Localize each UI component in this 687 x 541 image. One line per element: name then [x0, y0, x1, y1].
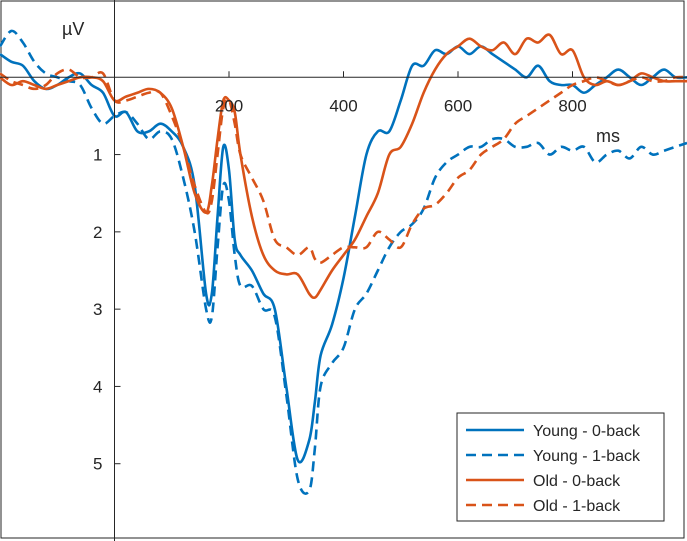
legend-label-0: Young - 0-back [533, 423, 641, 440]
series-line-1 [0, 29, 687, 495]
ticks-layer: 200 400 600 800 1 2 3 4 5 [93, 71, 587, 474]
y-axis-unit-label: µV [62, 19, 84, 39]
y-tick-label: 4 [93, 377, 102, 396]
legend-label-3: Old - 1-back [533, 498, 621, 515]
series-line-2 [0, 33, 687, 300]
legend-items: Young - 0-back Young - 1-back Old - 0-back… [466, 423, 641, 515]
legend-label-2: Old - 0-back [533, 473, 621, 490]
legend: Young - 0-back Young - 1-back Old - 0-back… [456, 412, 665, 522]
x-tick-label: 600 [444, 96, 472, 115]
x-tick-label: 800 [558, 96, 586, 115]
y-tick-label: 3 [93, 300, 102, 319]
series-layer [0, 29, 687, 495]
legend-label-1: Young - 1-back [533, 448, 641, 465]
y-tick-label: 5 [93, 455, 102, 474]
x-axis-unit-label: ms [596, 126, 620, 146]
x-tick-label: 200 [215, 96, 243, 115]
y-tick-label: 1 [93, 146, 102, 165]
y-tick-label: 2 [93, 223, 102, 242]
x-tick-label: 400 [329, 96, 357, 115]
